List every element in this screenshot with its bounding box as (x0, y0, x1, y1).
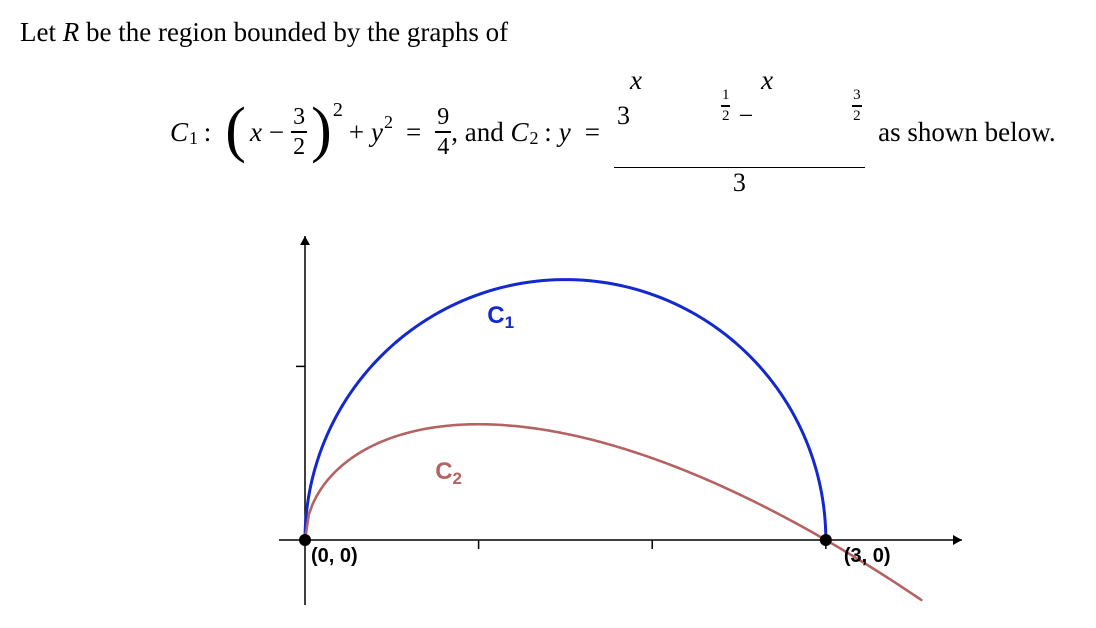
frac-9-4: 9 4 (435, 105, 451, 159)
point-3-0 (820, 534, 832, 546)
problem-intro: Let R be the region bounded by the graph… (20, 14, 1076, 50)
region-R: R (63, 17, 80, 47)
intro-rest: be the region bounded by the graphs of (79, 17, 508, 47)
c2-rhs-frac: 3 x 1 2 − x (614, 67, 865, 196)
equation-row: C1 : ( x − 3 2 ) 2 + y (170, 68, 1076, 197)
c2-label: C2 (511, 117, 538, 148)
point-label: (3, 0) (844, 545, 891, 567)
chart-svg: C1 C2 (0, 0) (3, 0) (250, 230, 970, 610)
y-squared: y2 (371, 117, 392, 148)
point-label: (0, 0) (311, 545, 358, 567)
paren-term: ( x − 3 2 ) 2 (225, 106, 342, 160)
c1-colon: : (197, 117, 211, 148)
C1-label: C1 (487, 302, 514, 332)
region-chart: C1 C2 (0, 0) (3, 0) (250, 230, 970, 610)
x-pow-half: x 1 2 (630, 67, 730, 165)
c1-label: C1 (170, 117, 197, 148)
comma-and: , and (451, 117, 510, 148)
tail-text: as shown below. (865, 117, 1056, 148)
x-pow-3half: x 3 2 (761, 67, 861, 165)
frac-3-2: 3 2 (291, 105, 307, 159)
C1-curve (305, 280, 826, 540)
point-0-0 (299, 534, 311, 546)
C2-curve (305, 424, 921, 600)
intro-prefix: Let (20, 17, 63, 47)
C2-label: C2 (435, 458, 462, 488)
